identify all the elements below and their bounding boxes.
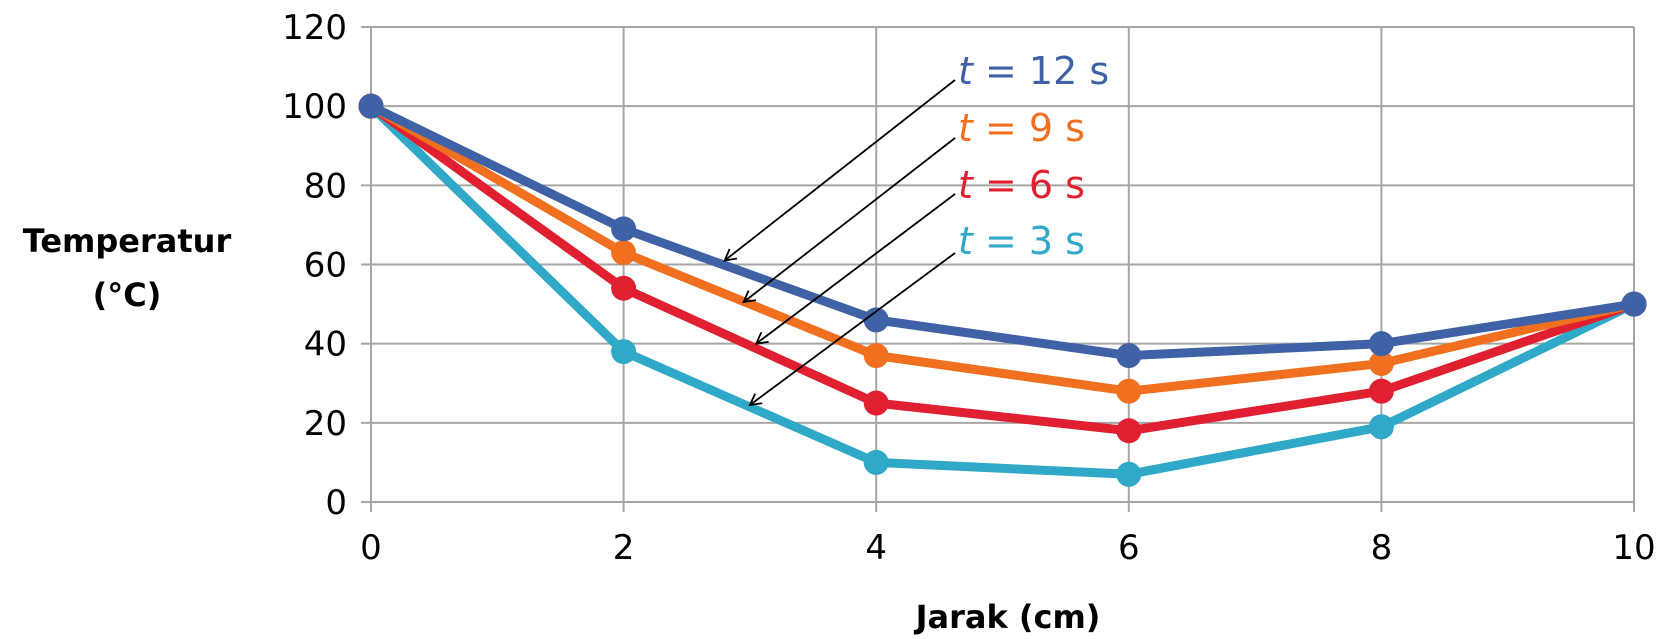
x-axis-title: Jarak (cm) [914,598,1101,636]
y-axis-title-line-2: (°C) [93,276,162,314]
annotation-arrow-t-3-s [748,252,956,407]
data-point-t-6-s [1116,418,1142,444]
grid [371,26,1635,502]
legend-variable: t [958,219,975,263]
data-point-t-12-s [1621,291,1647,317]
data-point-t-9-s [863,343,889,369]
y-tick-label: 80 [304,166,347,206]
y-tick-label: 40 [304,325,347,365]
legend-value: = 3 s [973,219,1085,263]
legend-label-t-6-s: t = 6 s [958,163,1085,207]
x-tick-label: 10 [1612,528,1655,568]
legend-variable: t [958,163,975,207]
axis-titles: Jarak (cm) Temperatur (°C) [23,222,1101,636]
data-point-t-3-s [1368,414,1394,440]
data-point-t-3-s [611,339,637,365]
legend-value: = 9 s [973,106,1085,150]
data-point-t-12-s [1368,331,1394,357]
y-tick-label: 100 [282,87,347,127]
data-point-t-12-s [358,93,384,119]
legend-value: = 6 s [973,163,1085,207]
data-point-t-6-s [863,390,889,416]
data-point-t-6-s [611,275,637,301]
legend-label-t-12-s: t = 12 s [958,49,1109,93]
data-point-t-3-s [863,449,889,475]
annotation-arrow-t-6-s [754,193,956,345]
legend-label-t-9-s: t = 9 s [958,106,1085,150]
x-tick-label: 2 [613,528,635,568]
legend-value: = 12 s [973,49,1109,93]
y-tick-label: 120 [282,8,347,48]
data-point-t-9-s [611,240,637,266]
series-line-t-12-s [366,101,1639,361]
data-point-t-12-s [611,216,637,242]
series-lines [358,93,1647,487]
y-axis-title-line-1: Temperatur [23,222,232,260]
data-point-t-9-s [1368,350,1394,376]
legend-variable: t [958,49,975,93]
x-tick-label: 0 [360,528,382,568]
legend-label-t-3-s: t = 3 s [958,219,1085,263]
legend-variable: t [958,106,975,150]
y-tick-label: 60 [304,246,347,286]
series-line-t-3-s [366,101,1639,479]
annotation-arrow-t-12-s [723,79,956,262]
data-point-t-6-s [1368,378,1394,404]
data-point-t-9-s [1116,378,1142,404]
series-line-t-6-s [366,101,1639,436]
data-point-t-12-s [1116,343,1142,369]
legend: t = 12 st = 9 st = 6 st = 3 s [958,49,1109,263]
series-line-t-9-s [366,101,1639,396]
annotations [723,79,956,407]
axes: 0 20 40 60 80 100 120 0 2 4 6 8 10 [282,8,1656,568]
annotation-arrow-t-9-s [742,137,956,304]
data-point-t-3-s [1116,461,1142,487]
x-tick-label: 8 [1371,528,1393,568]
x-tick-label: 4 [865,528,887,568]
x-tick-label: 6 [1118,528,1140,568]
y-tick-label: 20 [304,404,347,444]
y-tick-label: 0 [325,483,347,523]
data-point-t-12-s [863,307,889,333]
